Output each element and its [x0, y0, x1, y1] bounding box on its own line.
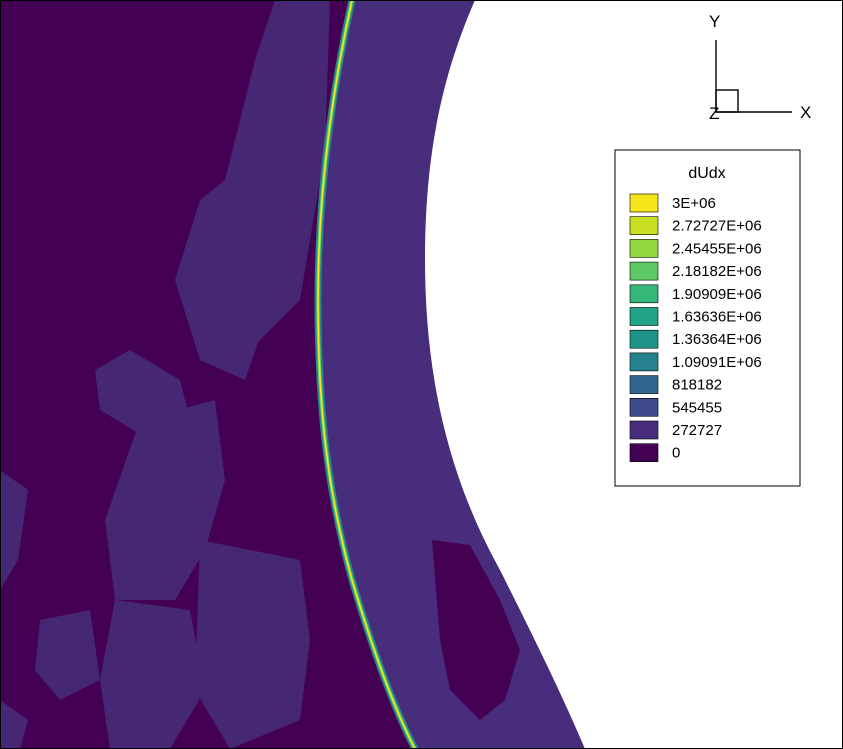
- contour-region: [195, 540, 310, 749]
- contour-region: [330, 660, 395, 749]
- shock-core: [317, 0, 416, 749]
- legend-swatch: [629, 307, 659, 326]
- legend-label: 1.90909E+06: [672, 286, 762, 303]
- contour-region: [175, 160, 290, 380]
- legend-title: dUdx: [688, 165, 725, 182]
- legend-label: 818182: [672, 377, 722, 394]
- legend-label: 2.18182E+06: [672, 263, 762, 280]
- legend-swatch: [629, 239, 659, 258]
- legend-label: 2.45455E+06: [672, 240, 762, 257]
- axis-triad: [715, 40, 792, 113]
- legend-label: 272727: [672, 422, 722, 439]
- contour-region: [0, 470, 28, 590]
- legend-swatch: [629, 284, 659, 304]
- x-axis-label: X: [800, 103, 811, 122]
- origin-box: [715, 89, 739, 113]
- legend-swatch: [629, 216, 659, 235]
- contour-region: [105, 400, 225, 600]
- legend-swatch: [629, 352, 659, 372]
- legend-label: 1.09091E+06: [672, 354, 762, 371]
- legend-swatch: [629, 193, 659, 213]
- legend-swatch: [629, 375, 659, 394]
- shock-front: [314, 0, 419, 749]
- legend-label: 1.36364E+06: [672, 331, 762, 348]
- shock-layer: [318, 0, 585, 749]
- contour-region: [432, 540, 520, 720]
- contour-region: [35, 610, 100, 700]
- contour-region: [100, 600, 205, 749]
- y-axis-label: Y: [709, 12, 720, 31]
- legend-swatch: [629, 397, 659, 417]
- legend-label: 0: [672, 445, 680, 462]
- legend-swatch: [629, 443, 659, 463]
- legend-label: 3E+06: [672, 195, 716, 212]
- legend-swatch: [629, 420, 659, 440]
- legend-label: 545455: [672, 399, 722, 416]
- legend-label: 2.72727E+06: [672, 218, 762, 235]
- legend-swatch: [629, 329, 659, 349]
- post-shock-region: [318, 0, 585, 749]
- legend-swatch: [629, 261, 659, 281]
- legend-items: 3E+06 2.72727E+06 2.45455E+06 2.18182E+06 1.…: [629, 193, 762, 463]
- legend-label: 1.63636E+06: [672, 309, 762, 326]
- contour-region: [0, 700, 28, 749]
- z-axis-label: Z: [709, 104, 719, 123]
- legend: dUdx 3E+06 2.72727E+06 2.45455E+06 2.18182E…: [614, 149, 801, 487]
- low-level-regions: [0, 0, 330, 749]
